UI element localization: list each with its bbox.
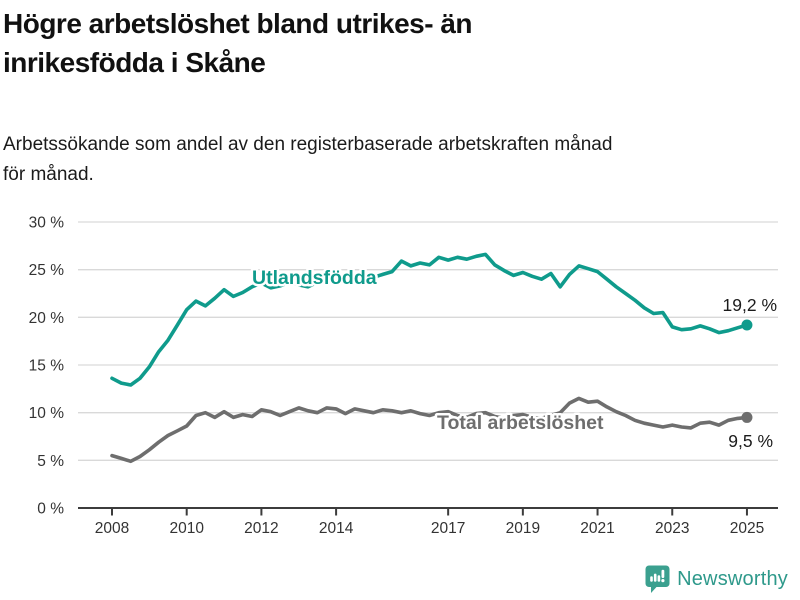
series-line-total-arbetsl-shet [110, 396, 749, 464]
subtitle-line-2: för månad. [3, 164, 94, 185]
series-end-dot-total-arbetsl-shet [741, 411, 753, 423]
y-tick-label: 0 % [37, 501, 64, 518]
title-line-2: inrikesfödda i Skåne [3, 47, 266, 78]
x-tick-label: 2017 [431, 520, 465, 537]
bar-chart-bubble-icon [645, 565, 670, 594]
series-label-total-arbetsl-shet: Total arbetslöshet [437, 412, 604, 434]
subtitle-line-1: Arbetssökande som andel av den registerb… [3, 134, 613, 155]
chart-canvas: 0 % 5 % 10 % 15 % 20 % 25 % 30 % 2008 2010 2012 20… [29, 215, 778, 537]
y-tick-label: 25 % [29, 262, 65, 279]
y-tick-label: 30 % [29, 215, 65, 232]
newsworthy-logo[interactable]: Newsworthy [645, 563, 788, 595]
x-tick-label: 2019 [506, 520, 540, 537]
y-tick-label: 20 % [29, 310, 65, 327]
x-tick-label: 2010 [169, 520, 204, 537]
x-tick-label: 2008 [95, 520, 129, 537]
series-end-dot-utlandsf-dda [741, 319, 753, 331]
chart-subtitle: Arbetssökande som andel av den registerb… [3, 130, 783, 190]
series-value-label-total-arbetsl-shet: 9,5 % [728, 431, 773, 451]
x-tick-label: 2021 [580, 520, 614, 537]
title-line-1: Högre arbetslöshet bland utrikes- än [3, 8, 473, 39]
x-tick-label: 2014 [319, 520, 354, 537]
x-tick-label: 2023 [655, 520, 689, 537]
x-tick-label: 2012 [244, 520, 278, 537]
series-line-utlandsf-dda [110, 252, 749, 387]
page-title: Högre arbetslöshet bland utrikes- än inr… [3, 4, 783, 82]
series-value-label-utlandsf-dda: 19,2 % [723, 295, 777, 315]
y-tick-label: 15 % [29, 358, 65, 375]
series-label-utlandsf-dda: Utlandsfödda [252, 267, 377, 289]
y-tick-label: 5 % [37, 453, 64, 470]
x-tick-label: 2025 [730, 520, 764, 537]
brand-name: Newsworthy [677, 567, 788, 590]
y-tick-label: 10 % [29, 405, 65, 422]
line-chart: 0 % 5 % 10 % 15 % 20 % 25 % 30 % 2008 2010 2012 20… [0, 200, 800, 560]
